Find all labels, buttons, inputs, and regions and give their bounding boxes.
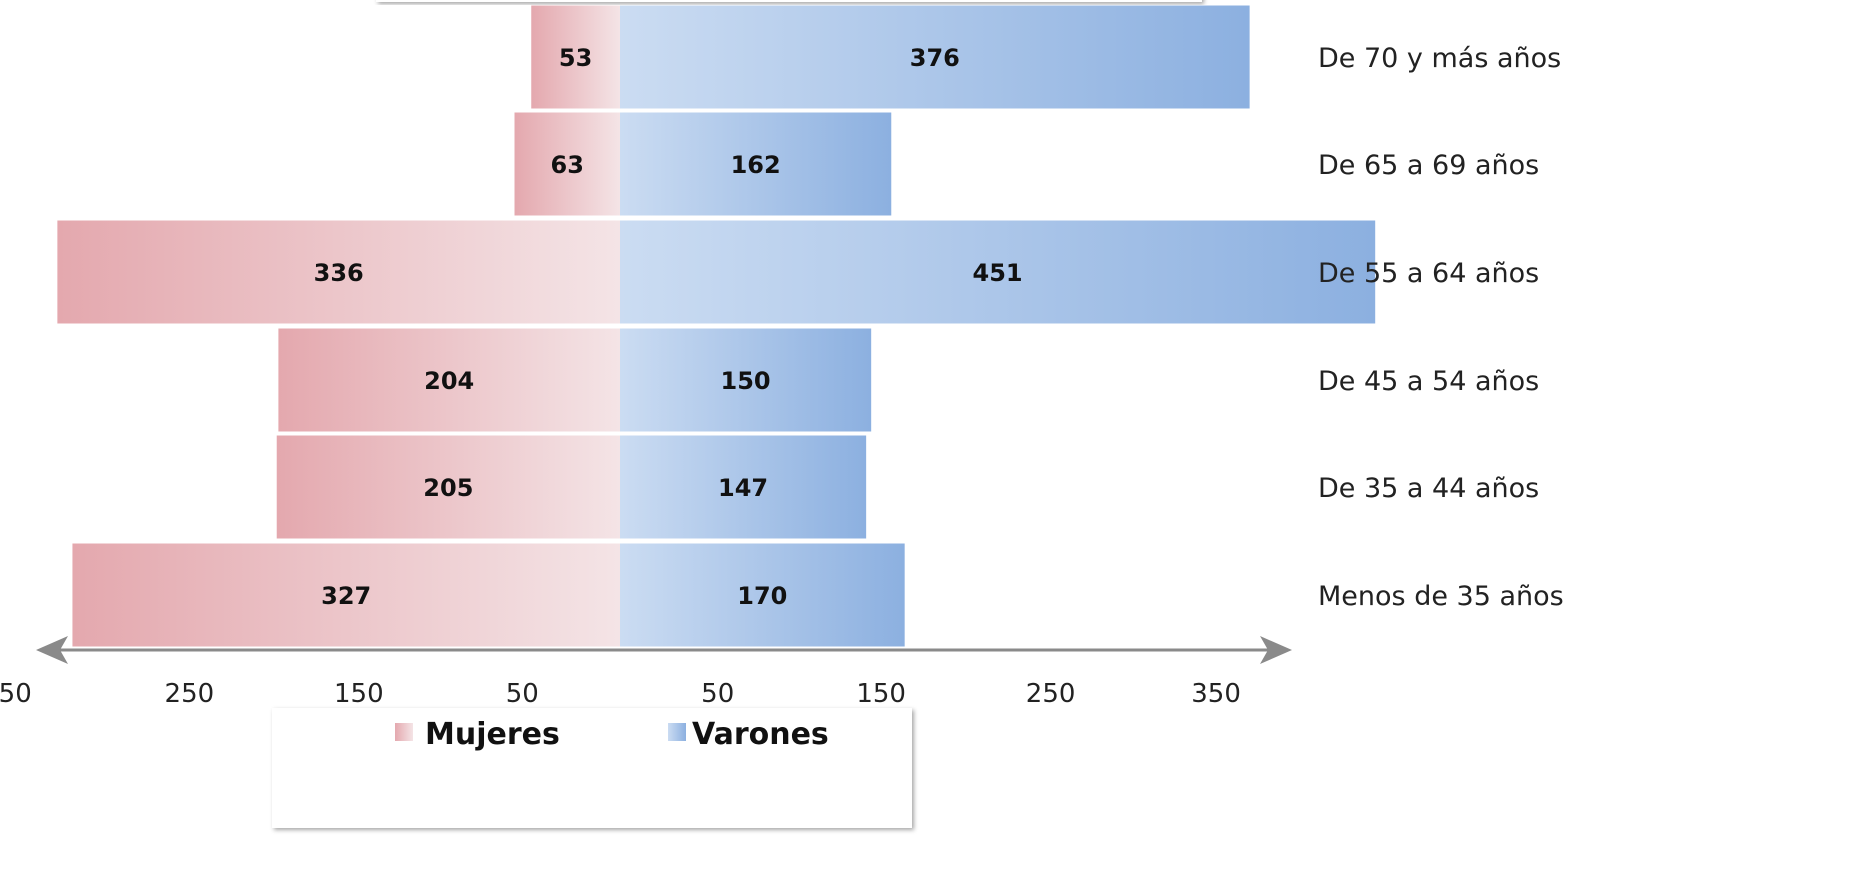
bar-mujeres	[514, 112, 620, 216]
x-tick-label: 150	[334, 679, 384, 709]
legend-label: Varones	[692, 717, 829, 752]
category-label: De 45 a 54 años	[1318, 366, 1539, 397]
data-label-mujeres: 205	[423, 474, 473, 502]
data-label-mujeres: 336	[314, 259, 364, 287]
category-label: De 55 a 64 años	[1318, 258, 1539, 289]
x-axis: 350 250 150 50 50 150 250 350	[0, 636, 1292, 709]
legend-item-mujeres: Mujeres	[395, 717, 560, 752]
data-label-varones: 150	[721, 367, 771, 395]
bar-varones	[620, 328, 872, 432]
legend-label: Mujeres	[425, 717, 560, 752]
bar-mujeres	[531, 5, 620, 109]
labels-layer: 327 170 Menos de 35 años 205 147 De 35 a 44 a…	[314, 43, 1564, 612]
bar-mujeres	[57, 220, 621, 324]
data-label-mujeres: 53	[559, 44, 592, 72]
data-label-mujeres: 327	[321, 582, 371, 610]
category-label: De 70 y más años	[1318, 43, 1561, 74]
data-label-varones: 162	[731, 151, 781, 179]
x-tick-label: 50	[506, 679, 539, 709]
legend-swatch	[668, 723, 686, 741]
top-shadow-strip	[376, 0, 1202, 2]
legend: Mujeres Varones	[272, 708, 912, 828]
bar-varones	[620, 543, 905, 647]
bar-varones	[620, 112, 892, 216]
bar-varones	[620, 435, 867, 539]
bar-mujeres	[278, 328, 620, 432]
data-label-varones: 170	[737, 582, 787, 610]
x-tick-label: 250	[1026, 679, 1076, 709]
data-label-varones: 376	[910, 44, 960, 72]
bar-varones	[620, 220, 1376, 324]
bar-varones	[620, 5, 1250, 109]
x-axis-right-arrowhead	[1260, 636, 1292, 664]
x-tick-label: 150	[856, 679, 906, 709]
bar-mujeres	[276, 435, 620, 539]
x-tick-label: 350	[0, 679, 32, 709]
category-label: De 65 a 69 años	[1318, 150, 1539, 181]
data-label-mujeres: 63	[551, 151, 584, 179]
legend-swatch	[395, 723, 413, 741]
bars-layer	[57, 5, 1376, 647]
x-tick-label: 50	[701, 679, 734, 709]
data-label-varones: 451	[973, 259, 1023, 287]
category-label: De 35 a 44 años	[1318, 473, 1539, 504]
data-label-mujeres: 204	[424, 367, 474, 395]
category-label: Menos de 35 años	[1318, 581, 1564, 612]
data-label-varones: 147	[718, 474, 768, 502]
legend-box	[272, 708, 912, 828]
bar-mujeres	[72, 543, 621, 647]
x-tick-label: 350	[1191, 679, 1241, 709]
x-tick-label: 250	[165, 679, 215, 709]
x-axis-left-arrowhead	[36, 636, 68, 664]
legend-item-varones: Varones	[668, 717, 829, 752]
